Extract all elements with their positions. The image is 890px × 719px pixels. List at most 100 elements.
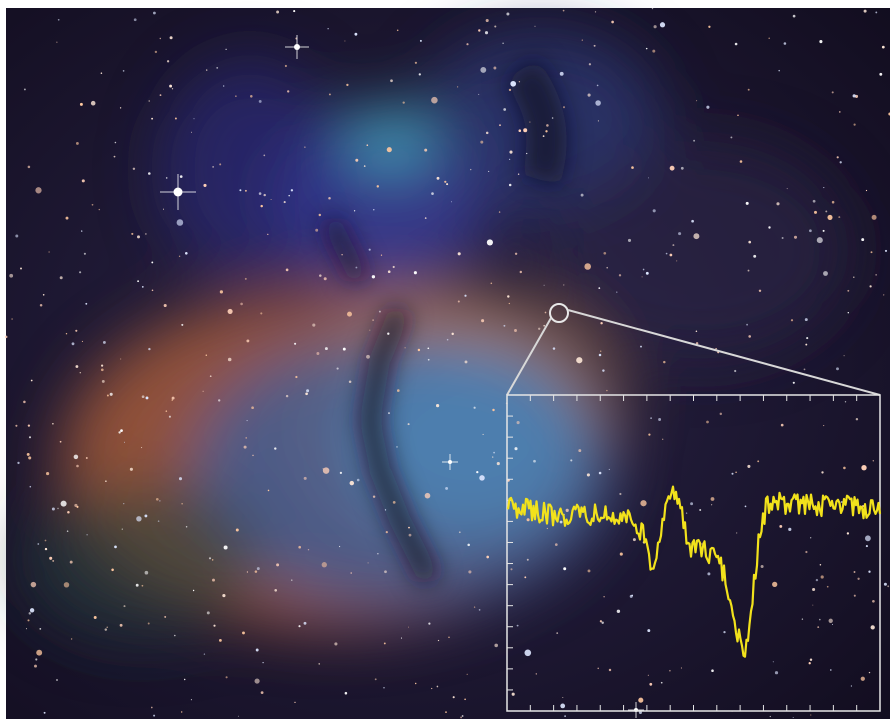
star [498, 211, 501, 213]
star [159, 500, 161, 502]
star [597, 667, 599, 670]
star [868, 570, 871, 573]
star [618, 274, 622, 277]
star [481, 319, 485, 323]
star [388, 412, 390, 415]
star [446, 183, 449, 186]
star [508, 302, 510, 305]
star [693, 139, 696, 142]
star [872, 599, 875, 603]
star [431, 192, 434, 195]
star [852, 94, 856, 98]
star [804, 318, 808, 322]
star [870, 251, 873, 254]
star [445, 711, 447, 713]
star [836, 367, 839, 371]
star [341, 254, 343, 256]
star [594, 11, 597, 13]
star [611, 20, 614, 24]
star [20, 267, 22, 270]
star [98, 208, 101, 211]
star [437, 639, 440, 642]
star [887, 585, 890, 588]
star [562, 9, 565, 12]
star [396, 389, 400, 392]
star [120, 429, 123, 432]
star [669, 165, 675, 171]
star [584, 263, 591, 270]
star [843, 355, 845, 357]
star [75, 329, 78, 332]
star [123, 441, 126, 443]
star [806, 337, 809, 340]
star [836, 156, 839, 159]
star [805, 343, 808, 346]
star [392, 501, 396, 504]
star [840, 501, 843, 503]
star [27, 165, 31, 169]
star [769, 715, 771, 718]
star [346, 83, 349, 87]
star [672, 244, 675, 247]
star [619, 492, 622, 496]
star [263, 193, 266, 197]
star [169, 36, 173, 40]
star [793, 235, 798, 239]
star [123, 605, 126, 608]
star [652, 209, 656, 213]
star [85, 302, 88, 305]
star [318, 213, 322, 217]
star [287, 90, 290, 93]
star [113, 155, 116, 158]
star [757, 460, 760, 463]
star [526, 558, 529, 561]
star [193, 118, 195, 120]
star [506, 12, 510, 16]
star [181, 503, 183, 505]
star [23, 88, 26, 91]
star [136, 516, 142, 522]
star [772, 581, 778, 588]
star [748, 335, 751, 338]
star [562, 696, 564, 699]
star [35, 658, 38, 661]
star [810, 537, 812, 539]
star [444, 180, 447, 183]
star [30, 581, 37, 588]
star [402, 101, 405, 104]
star [65, 216, 69, 220]
star [368, 248, 371, 251]
star [753, 254, 757, 258]
star [109, 392, 113, 396]
star [400, 637, 403, 639]
star [414, 682, 417, 685]
star [344, 691, 348, 695]
star [141, 286, 144, 288]
star [242, 631, 245, 635]
star [206, 69, 208, 71]
star [860, 676, 865, 681]
star [452, 696, 455, 699]
star [850, 685, 853, 687]
star [260, 691, 264, 694]
star [168, 415, 171, 418]
star [316, 352, 320, 355]
star [492, 408, 495, 412]
star [427, 347, 430, 350]
star [30, 379, 33, 382]
star [875, 274, 877, 276]
star [209, 375, 212, 378]
star [516, 421, 520, 425]
star [649, 682, 653, 686]
star [384, 570, 387, 574]
star [150, 706, 153, 709]
callout-line [567, 309, 881, 396]
star [106, 394, 109, 397]
star [322, 467, 330, 474]
star [748, 240, 752, 244]
star [56, 41, 58, 43]
star [711, 669, 714, 672]
star [508, 88, 512, 92]
star [669, 253, 673, 257]
